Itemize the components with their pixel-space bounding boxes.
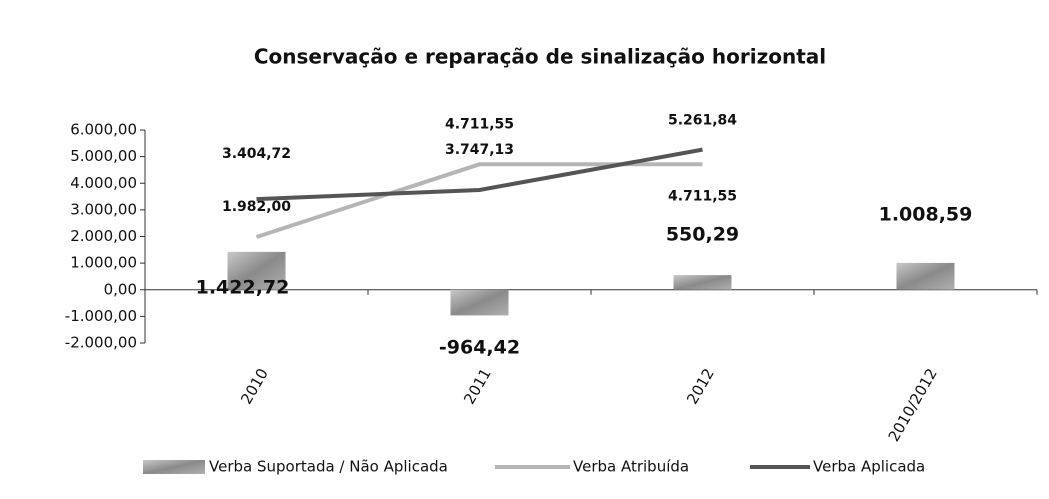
bar bbox=[673, 275, 732, 290]
legend-label: Verba Atribuída bbox=[573, 458, 689, 476]
y-tick-label: -1.000,00 bbox=[65, 307, 137, 325]
bar bbox=[227, 251, 286, 290]
x-tick-label: 2010/2012 bbox=[885, 365, 941, 444]
y-tick-label: -2.000,00 bbox=[65, 334, 137, 352]
line-label: 1.982,00 bbox=[222, 199, 291, 215]
line bbox=[256, 147, 703, 202]
x-tick-label: 2011 bbox=[460, 365, 495, 407]
y-tick-label: 2.000,00 bbox=[70, 227, 137, 245]
bar-label: 550,29 bbox=[666, 224, 739, 246]
y-tick-label: 1.000,00 bbox=[70, 254, 137, 272]
line bbox=[255, 162, 703, 239]
bar-label: -964,42 bbox=[439, 336, 520, 358]
x-tick-label: 2010 bbox=[237, 365, 272, 407]
bar-label: 1.422,72 bbox=[196, 276, 290, 298]
y-tick-label: 5.000,00 bbox=[70, 147, 137, 165]
x-tick-label: 2012 bbox=[683, 365, 718, 407]
y-tick-label: 6.000,00 bbox=[70, 121, 137, 139]
bar bbox=[450, 289, 509, 316]
line-label: 4.711,55 bbox=[445, 116, 514, 132]
y-tick-label: 3.000,00 bbox=[70, 200, 137, 218]
legend-swatch bbox=[143, 460, 205, 474]
line-label: 3.404,72 bbox=[222, 146, 291, 162]
legend-label: Verba Suportada / Não Aplicada bbox=[209, 458, 448, 476]
line-label: 5.261,84 bbox=[668, 113, 737, 129]
bar-label: 1.008,59 bbox=[879, 203, 973, 225]
line-label: 3.747,13 bbox=[445, 142, 514, 158]
line-label: 4.711,55 bbox=[668, 188, 737, 204]
chart-title: Conservação e reparação de sinalização h… bbox=[254, 45, 826, 69]
y-tick-label: 4.000,00 bbox=[70, 174, 137, 192]
legend-label: Verba Aplicada bbox=[813, 458, 925, 476]
bar bbox=[896, 262, 955, 290]
y-tick-label: 0,00 bbox=[104, 280, 137, 298]
